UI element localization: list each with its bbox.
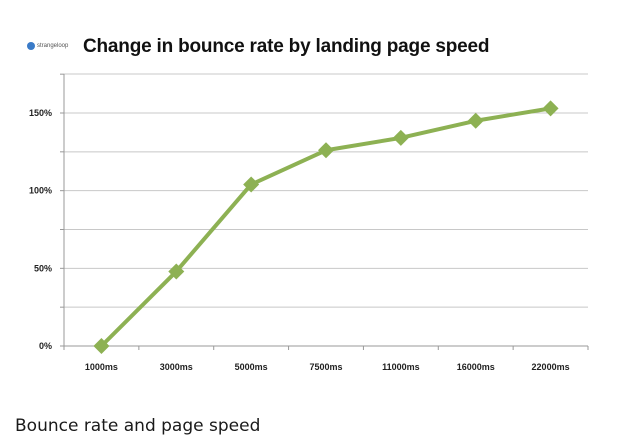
data-point-marker	[243, 176, 260, 193]
data-point-marker	[93, 338, 110, 354]
strangeloop-logo: strangeloop	[27, 42, 68, 50]
line-chart: 0% 50% 100% 150% 1000ms 3000ms 5000ms 7500ms 110…	[29, 73, 589, 372]
x-tick-label: 11000ms	[382, 362, 420, 372]
x-tick-label: 16000ms	[457, 362, 495, 372]
x-tick-label: 3000ms	[160, 362, 193, 372]
x-tick-label: 1000ms	[85, 362, 118, 372]
y-tick-label: 0%	[39, 341, 52, 351]
chart-figure: strangeloop Change in bounce rate by lan…	[27, 36, 589, 372]
logo-text: strangeloop	[37, 43, 69, 49]
y-tick-label: 150%	[29, 108, 52, 118]
gridlines	[64, 73, 588, 308]
y-tick-label: 50%	[34, 263, 52, 273]
data-point-marker	[318, 142, 334, 159]
data-point-marker	[467, 112, 484, 129]
x-tick-label: 22000ms	[532, 362, 570, 372]
chart-title: Change in bounce rate by landing page sp…	[83, 36, 490, 57]
figure-caption: Bounce rate and page speed	[15, 416, 261, 436]
data-point-marker	[168, 263, 185, 280]
x-tick-label: 7500ms	[309, 362, 342, 372]
data-point-marker	[542, 100, 559, 117]
strangeloop-logo-icon	[27, 42, 35, 50]
x-tick-label: 5000ms	[235, 362, 268, 372]
y-tick-label: 100%	[29, 186, 52, 196]
data-point-marker	[392, 129, 409, 146]
